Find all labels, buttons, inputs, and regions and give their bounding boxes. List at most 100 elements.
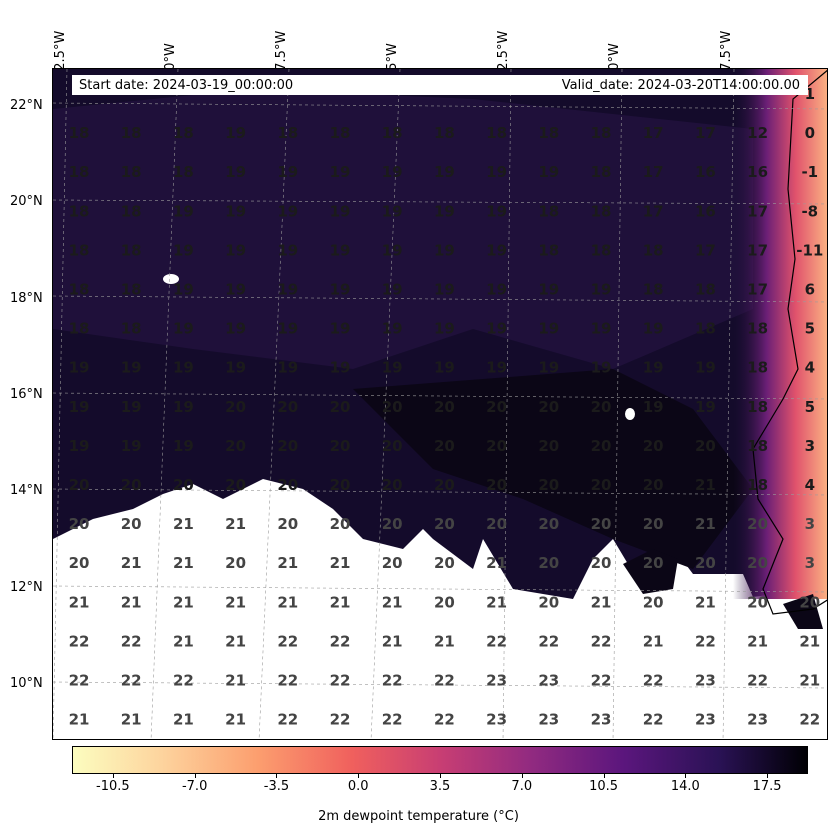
grid-value-label: 20 [382, 515, 403, 533]
grid-value-label: 18 [747, 437, 768, 455]
grid-value-label: 19 [643, 398, 664, 416]
grid-value-label: 20 [434, 554, 455, 572]
grid-value-label: 20 [434, 515, 455, 533]
grid-value-label: 19 [695, 398, 716, 416]
grid-value-label: 18 [591, 124, 612, 142]
grid-value-label: 6 [805, 281, 815, 299]
grid-value-label: 18 [121, 281, 142, 299]
grid-value-label: 18 [121, 241, 142, 259]
lat-label-12n: 12°N [10, 580, 43, 595]
grid-value-label: 19 [538, 359, 559, 377]
dark-island-2 [783, 594, 823, 629]
grid-value-label: 20 [486, 476, 507, 494]
coastal-dry-band [733, 69, 827, 599]
grid-value-label: 20 [69, 476, 90, 494]
grid-value-label: 22 [330, 711, 351, 729]
grid-value-label: 19 [69, 359, 90, 377]
colorbar-tick-mark [112, 774, 114, 778]
grid-value-label: 22 [277, 672, 298, 690]
map-canvas: 1 18 18 18 19 18 18 18 18 18 18 18 17 17 12 0 18 18 18 19 19… [53, 69, 827, 739]
grid-value-label: 18 [121, 163, 142, 181]
grid-value-label: 21 [799, 632, 820, 650]
grid-value-label: 22 [330, 632, 351, 650]
grid-value-label: 18 [695, 320, 716, 338]
grid-value-label: 22 [121, 632, 142, 650]
grid-value-label: 20 [747, 554, 768, 572]
grid-value-label: 21 [225, 632, 246, 650]
grid-value-label: 19 [330, 320, 351, 338]
grid-value-label: 20 [277, 515, 298, 533]
grid-value-label: 21 [643, 632, 664, 650]
grid-value-label: 18 [69, 320, 90, 338]
grid-value-label: 23 [486, 711, 507, 729]
grid-value-label: 22 [277, 711, 298, 729]
colorbar-tick-mark [603, 774, 605, 778]
colorbar-tick-label: -3.5 [263, 779, 290, 794]
lat-label-18n: 18°N [10, 291, 43, 306]
grid-value-label: 18 [121, 124, 142, 142]
grid-value-label: 21 [591, 593, 612, 611]
grid-value-label: 18 [538, 241, 559, 259]
grid-value-label: 19 [538, 163, 559, 181]
grid-value-label: 20 [434, 437, 455, 455]
grid-value-label: 19 [486, 202, 507, 220]
colorbar-tick-mark [685, 774, 687, 778]
grid-value-label: 21 [173, 515, 194, 533]
grid-value-label: 20 [434, 398, 455, 416]
grid-value-label: 17 [643, 202, 664, 220]
colorbar-tick-mark [194, 774, 196, 778]
grid-value-label: 21 [173, 711, 194, 729]
grid-value-label: 20 [277, 437, 298, 455]
grid-value-label: 21 [695, 476, 716, 494]
grid-value-label: -8 [801, 202, 818, 220]
grid-value-label: 22 [695, 632, 716, 650]
grid-value-label: 20 [330, 476, 351, 494]
grid-value-label: 21 [799, 672, 820, 690]
grid-value-label: 20 [382, 476, 403, 494]
grid-value-label: 19 [173, 202, 194, 220]
grid-value-label: 22 [643, 711, 664, 729]
grid-value-label: 19 [121, 398, 142, 416]
grid-value-label: 23 [695, 711, 716, 729]
grid-value-label: 18 [747, 320, 768, 338]
colorbar-tick-label: 14.0 [670, 779, 700, 794]
grid-value-label: 20 [225, 554, 246, 572]
grid-value-label: 22 [330, 672, 351, 690]
grid-value-label: 19 [277, 163, 298, 181]
grid-value-label: 22 [591, 632, 612, 650]
grid-value-label: 18 [69, 202, 90, 220]
grid-value-label: 18 [591, 202, 612, 220]
grid-value-label: 18 [330, 124, 351, 142]
grid-value-label: 19 [382, 241, 403, 259]
grid-value-label: 20 [277, 398, 298, 416]
grid-value-label: 18 [747, 359, 768, 377]
grid-value-label: 20 [225, 437, 246, 455]
colorbar-gradient [73, 747, 807, 773]
graticule [53, 69, 827, 739]
grid-value-label: 4 [805, 476, 815, 494]
grid-value-label: 20 [69, 515, 90, 533]
lat-label-20n: 20°N [10, 194, 43, 209]
grid-value-label: 19 [173, 320, 194, 338]
grid-value-label: 19 [121, 437, 142, 455]
grid-value-label: 20 [695, 554, 716, 572]
colorbar-tick-mark [521, 774, 523, 778]
grid-value-label: 22 [591, 672, 612, 690]
grid-value-label: 19 [225, 241, 246, 259]
grid-value-label: 19 [486, 359, 507, 377]
grid-value-label: 21 [695, 593, 716, 611]
grid-value-label: 21 [173, 554, 194, 572]
grid-value-label: 17 [747, 281, 768, 299]
colorbar [72, 746, 808, 774]
grid-value-label: 20 [538, 515, 559, 533]
grid-value-label: 20 [591, 554, 612, 572]
grid-value-label: 18 [121, 202, 142, 220]
grid-value-label: 20 [538, 476, 559, 494]
grid-value-label: 23 [538, 672, 559, 690]
grid-value-label: 18 [591, 241, 612, 259]
grid-value-label: 17 [695, 124, 716, 142]
grid-value-label: 20 [121, 515, 142, 533]
grid-value-label: 19 [173, 437, 194, 455]
grid-value-label: -1 [801, 163, 818, 181]
grid-value-label: 22 [434, 672, 455, 690]
